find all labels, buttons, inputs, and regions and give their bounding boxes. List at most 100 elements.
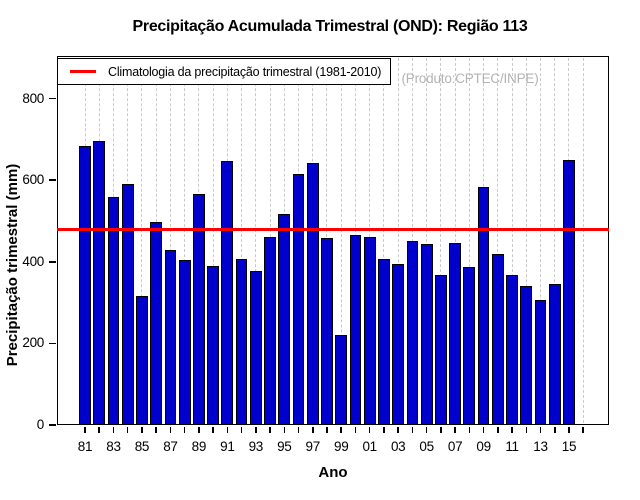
grid-line [554,58,556,423]
x-tick-label: 13 [533,439,548,454]
x-axis-tick [155,426,157,433]
x-axis-tick [525,426,528,433]
y-tick-label: 200 [22,335,44,351]
bar-1992 [235,259,248,425]
y-axis-tick [49,261,56,263]
x-tick-label: 93 [248,439,264,454]
bar-2008 [463,266,476,425]
y-axis-tick [49,179,56,181]
grid-line [468,58,470,423]
bar-2010 [491,254,504,425]
bar-2004 [406,241,419,425]
grid-line [255,58,257,423]
grid-line [241,58,243,423]
x-tick-label: 83 [106,439,121,454]
bar-2012 [520,286,533,425]
x-tick-label: 97 [305,439,321,454]
grid-line [440,58,442,423]
y-tick-label: 400 [22,253,44,269]
x-tick-label: 91 [220,439,235,454]
bar-2015 [563,159,575,425]
x-axis-tick [340,426,342,433]
x-axis-tick [255,426,257,433]
bar-1996 [292,173,305,425]
grid-line [184,58,186,423]
x-axis-tick [126,426,129,433]
bar-2002 [378,258,390,425]
y-tick-label: 600 [22,172,44,188]
bar-1991 [221,160,234,425]
bar-1987 [164,250,177,425]
x-tick-label: 07 [447,439,463,454]
grid-line [411,58,413,423]
x-axis-tick [554,426,556,433]
x-axis-tick [112,426,115,433]
x-tick-label: 87 [163,439,178,454]
x-axis-tick [269,426,271,433]
bar-2013 [534,300,547,425]
x-tick-label: 05 [419,439,434,454]
x-axis-tick [283,426,286,433]
x-tick-label: 89 [191,439,207,454]
grid-line [383,58,385,423]
x-axis-tick [326,426,328,433]
bar-1997 [306,162,319,425]
bar-2006 [434,275,447,425]
x-tick-label: 11 [505,439,519,454]
grid-line [169,58,171,423]
bar-1988 [178,260,191,425]
y-tick-label: 800 [22,90,44,106]
bar-1982 [93,141,106,425]
y-tick-label: 0 [36,417,45,432]
x-tick-label: 01 [362,439,377,454]
grid-line [511,58,513,423]
legend: Climatologia da precipitação trimestral … [57,58,391,85]
grid-line [141,58,143,423]
x-axis-tick [169,426,172,433]
x-axis-tick [141,426,143,433]
bar-2009 [477,186,490,425]
x-axis-tick [312,426,314,433]
bar-2005 [420,244,433,425]
x-axis-tick [582,426,584,433]
x-axis-tick [84,426,86,433]
x-axis-tick [354,426,357,433]
bar-1986 [150,222,163,425]
source-annotation: (Produto:CPTEC/INPE) [401,71,539,86]
x-tick-label: 03 [390,439,406,454]
x-axis-tick [511,426,513,433]
grid-line [497,58,499,423]
grid-line [582,58,584,423]
x-axis-tick [198,426,200,433]
bar-1995 [278,213,291,425]
x-axis-tick [383,426,385,433]
bar-1999 [335,334,348,425]
x-axis-tick [568,426,570,433]
bar-2011 [506,275,518,425]
y-axis-tick [49,97,56,100]
climatology-line [57,228,609,232]
climatology-line-swatch-icon [70,70,96,73]
x-axis-tick [411,426,414,433]
bar-2014 [548,284,561,425]
x-tick-label: 99 [334,439,349,454]
bar-1990 [207,265,219,425]
bar-1984 [121,184,134,425]
bar-2000 [349,234,362,425]
x-axis-tick [98,426,100,433]
bar-1981 [79,145,91,425]
grid-line [212,58,214,423]
grid-line [454,58,456,423]
x-axis-tick [539,426,542,433]
y-axis-tick [49,342,56,345]
y-axis-tick [49,424,56,426]
grid-line [426,58,428,423]
bar-1993 [249,270,262,425]
x-tick-label: 85 [134,439,150,454]
x-axis-tick [183,426,186,433]
x-axis-tick [454,426,456,433]
x-axis-tick [226,426,229,433]
x-axis-tick [497,426,499,433]
x-axis-tick [425,426,428,433]
